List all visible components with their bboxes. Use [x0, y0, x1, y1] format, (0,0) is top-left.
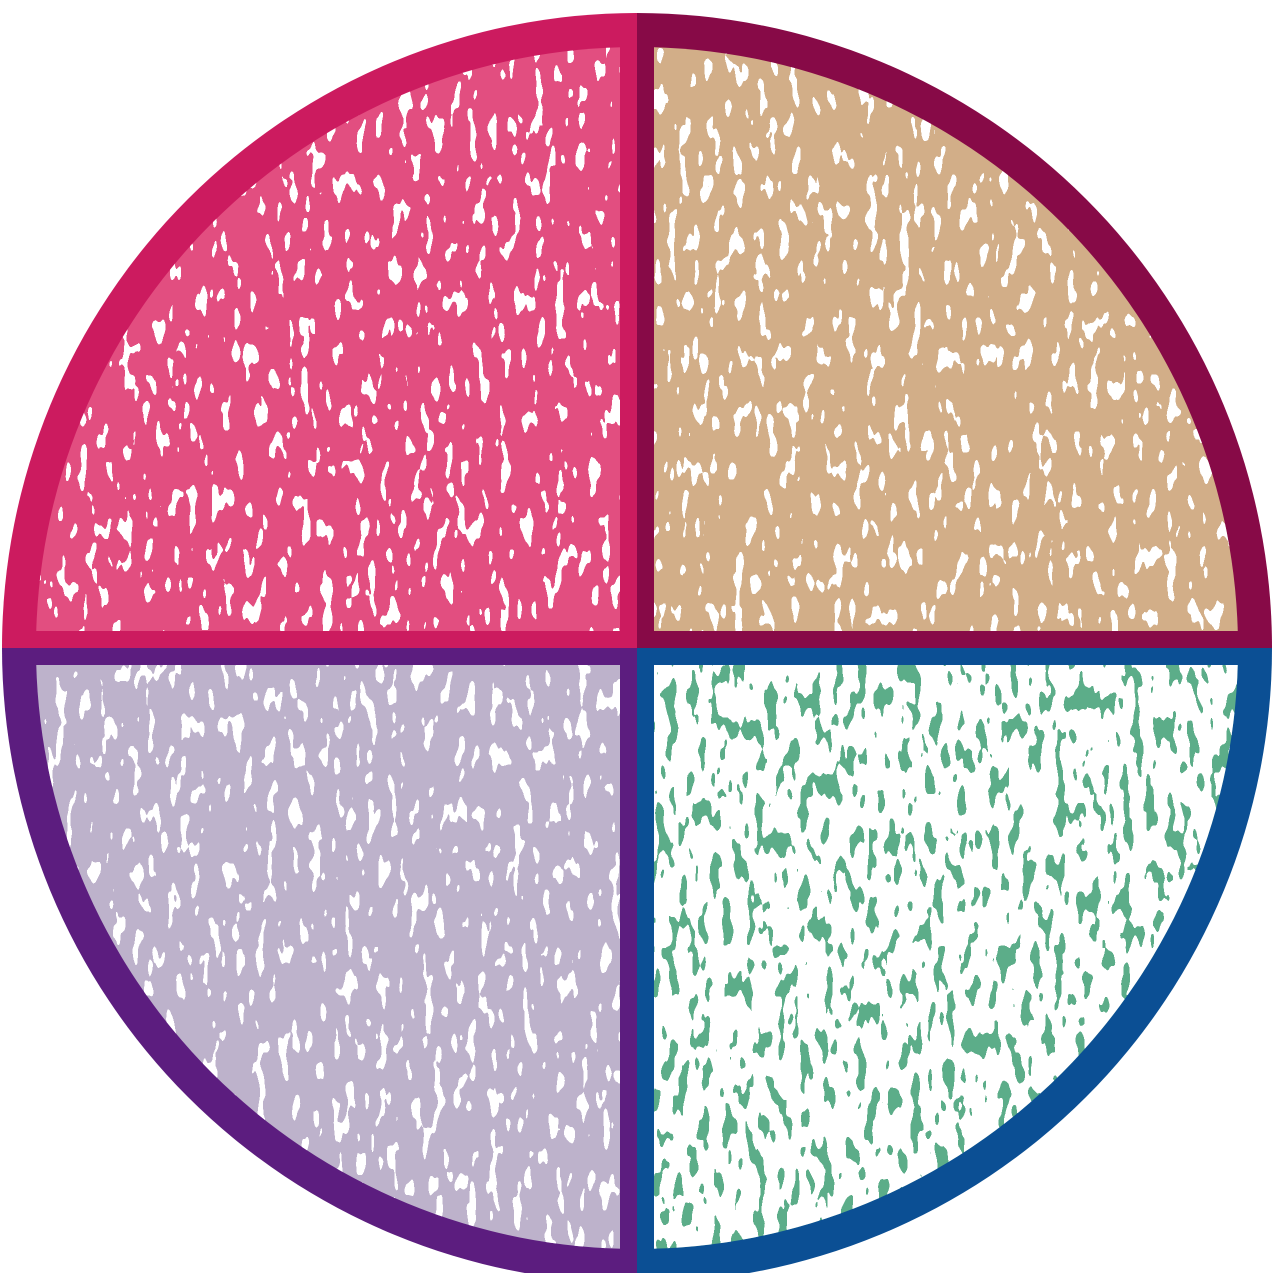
- quadrant-circle-svg: [2, 13, 1272, 1273]
- quadrant-circle-graphic: [2, 13, 1272, 1273]
